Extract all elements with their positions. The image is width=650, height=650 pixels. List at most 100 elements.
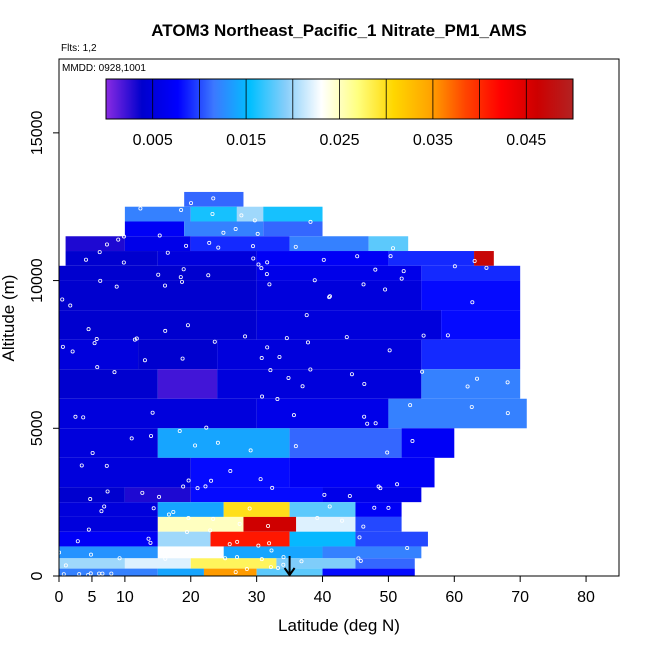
heatmap-cell: [223, 546, 323, 559]
sample-point: [228, 469, 233, 474]
heatmap-cell: [289, 236, 369, 252]
heatmap-cell: [256, 398, 389, 429]
sample-point: [221, 230, 226, 235]
sample-point: [157, 233, 162, 238]
sample-point: [445, 333, 450, 338]
sample-point: [116, 237, 121, 242]
x-axis: 0 5 10 20 30 40 50 60 70 80: [55, 576, 595, 606]
sample-point: [184, 530, 189, 535]
sample-point: [269, 548, 274, 553]
sample-point: [259, 557, 264, 562]
sample-point: [312, 278, 317, 283]
heatmap-cell: [289, 531, 356, 547]
heatmap-cell: [59, 428, 158, 458]
heatmap-cell: [236, 206, 264, 222]
sample-point: [327, 294, 332, 299]
heatmap-cell: [157, 369, 218, 399]
sample-point: [387, 348, 392, 353]
heatmap-cell: [256, 310, 442, 340]
sample-point: [186, 516, 191, 521]
sample-point: [472, 259, 477, 264]
sample-point: [373, 267, 378, 272]
sample-point: [277, 354, 282, 359]
y-tick-label: 15000: [29, 111, 46, 156]
sample-point: [70, 349, 75, 354]
x-tick-label: 5: [87, 589, 96, 606]
sample-point: [86, 572, 91, 576]
sample-point: [171, 509, 176, 514]
sample-point: [308, 219, 313, 224]
sample-point: [68, 303, 73, 308]
sample-point: [315, 516, 320, 521]
heatmap-cell: [355, 558, 415, 569]
sample-point: [465, 384, 470, 389]
sample-point: [475, 376, 480, 381]
sample-point: [233, 570, 238, 575]
sample-point: [213, 548, 218, 553]
sample-point: [399, 276, 404, 281]
sample-point: [204, 425, 209, 430]
dates-annotation: MMDD: 0928,1001: [62, 63, 146, 74]
sample-point: [361, 282, 366, 287]
sample-point: [252, 218, 257, 223]
sample-point: [181, 484, 186, 489]
sample-point: [420, 369, 425, 374]
heatmap-cell: [243, 516, 297, 532]
sample-point: [157, 494, 162, 499]
sample-point: [83, 257, 88, 262]
heatmap-cell: [421, 369, 521, 399]
sample-point: [208, 528, 213, 533]
sample-point: [267, 282, 272, 287]
sample-point: [79, 463, 84, 468]
sample-point: [275, 397, 280, 402]
x-tick-label: 80: [577, 589, 595, 606]
sample-point: [362, 414, 367, 419]
heatmap-cell: [441, 310, 521, 340]
sample-point: [265, 260, 270, 265]
sample-point: [357, 535, 362, 540]
sample-point: [408, 403, 413, 408]
heatmap-cell: [421, 339, 521, 370]
heatmap-cell: [59, 502, 158, 517]
sample-point: [505, 411, 510, 416]
sample-point: [270, 485, 275, 490]
heatmap-cell: [124, 221, 185, 237]
sample-point: [401, 269, 406, 274]
sample-point: [410, 439, 415, 444]
location-marker: [283, 556, 296, 577]
sample-point: [227, 542, 232, 547]
sample-point: [256, 543, 261, 548]
sample-point: [391, 246, 396, 251]
sample-point: [105, 489, 110, 494]
chart-title: ATOM3 Northeast_Pacific_1 Nitrate_PM1_AM…: [151, 21, 526, 40]
sample-point: [304, 313, 309, 318]
heatmap-cell: [355, 531, 428, 547]
heatmap-cells: [59, 191, 527, 576]
heatmap-cell: [322, 487, 422, 503]
sample-point: [63, 563, 68, 568]
heatmap-cell: [296, 516, 356, 532]
sample-point: [73, 414, 78, 419]
sample-point: [378, 486, 383, 491]
sample-point: [181, 267, 186, 272]
sample-point: [235, 555, 240, 560]
heatmap-cell: [59, 568, 158, 576]
sample-point: [286, 375, 291, 380]
heatmap-cell: [421, 280, 521, 311]
heatmap-cell: [59, 369, 158, 399]
sample-point: [281, 562, 286, 567]
heatmap-cell: [59, 280, 257, 311]
sample-point: [97, 571, 102, 576]
heatmap-cell: [59, 487, 125, 503]
y-tick-label: 10000: [29, 258, 46, 303]
sample-point: [300, 384, 305, 389]
sample-point: [121, 260, 126, 265]
sample-point: [117, 556, 122, 561]
x-tick-label: 10: [116, 589, 134, 606]
sample-point: [132, 337, 137, 342]
colorbar-tick-label: 0.035: [413, 132, 453, 149]
heatmap-cell: [217, 369, 422, 399]
heatmap-cell: [65, 251, 158, 266]
heatmap-cell: [322, 568, 415, 576]
sample-point: [104, 463, 109, 468]
